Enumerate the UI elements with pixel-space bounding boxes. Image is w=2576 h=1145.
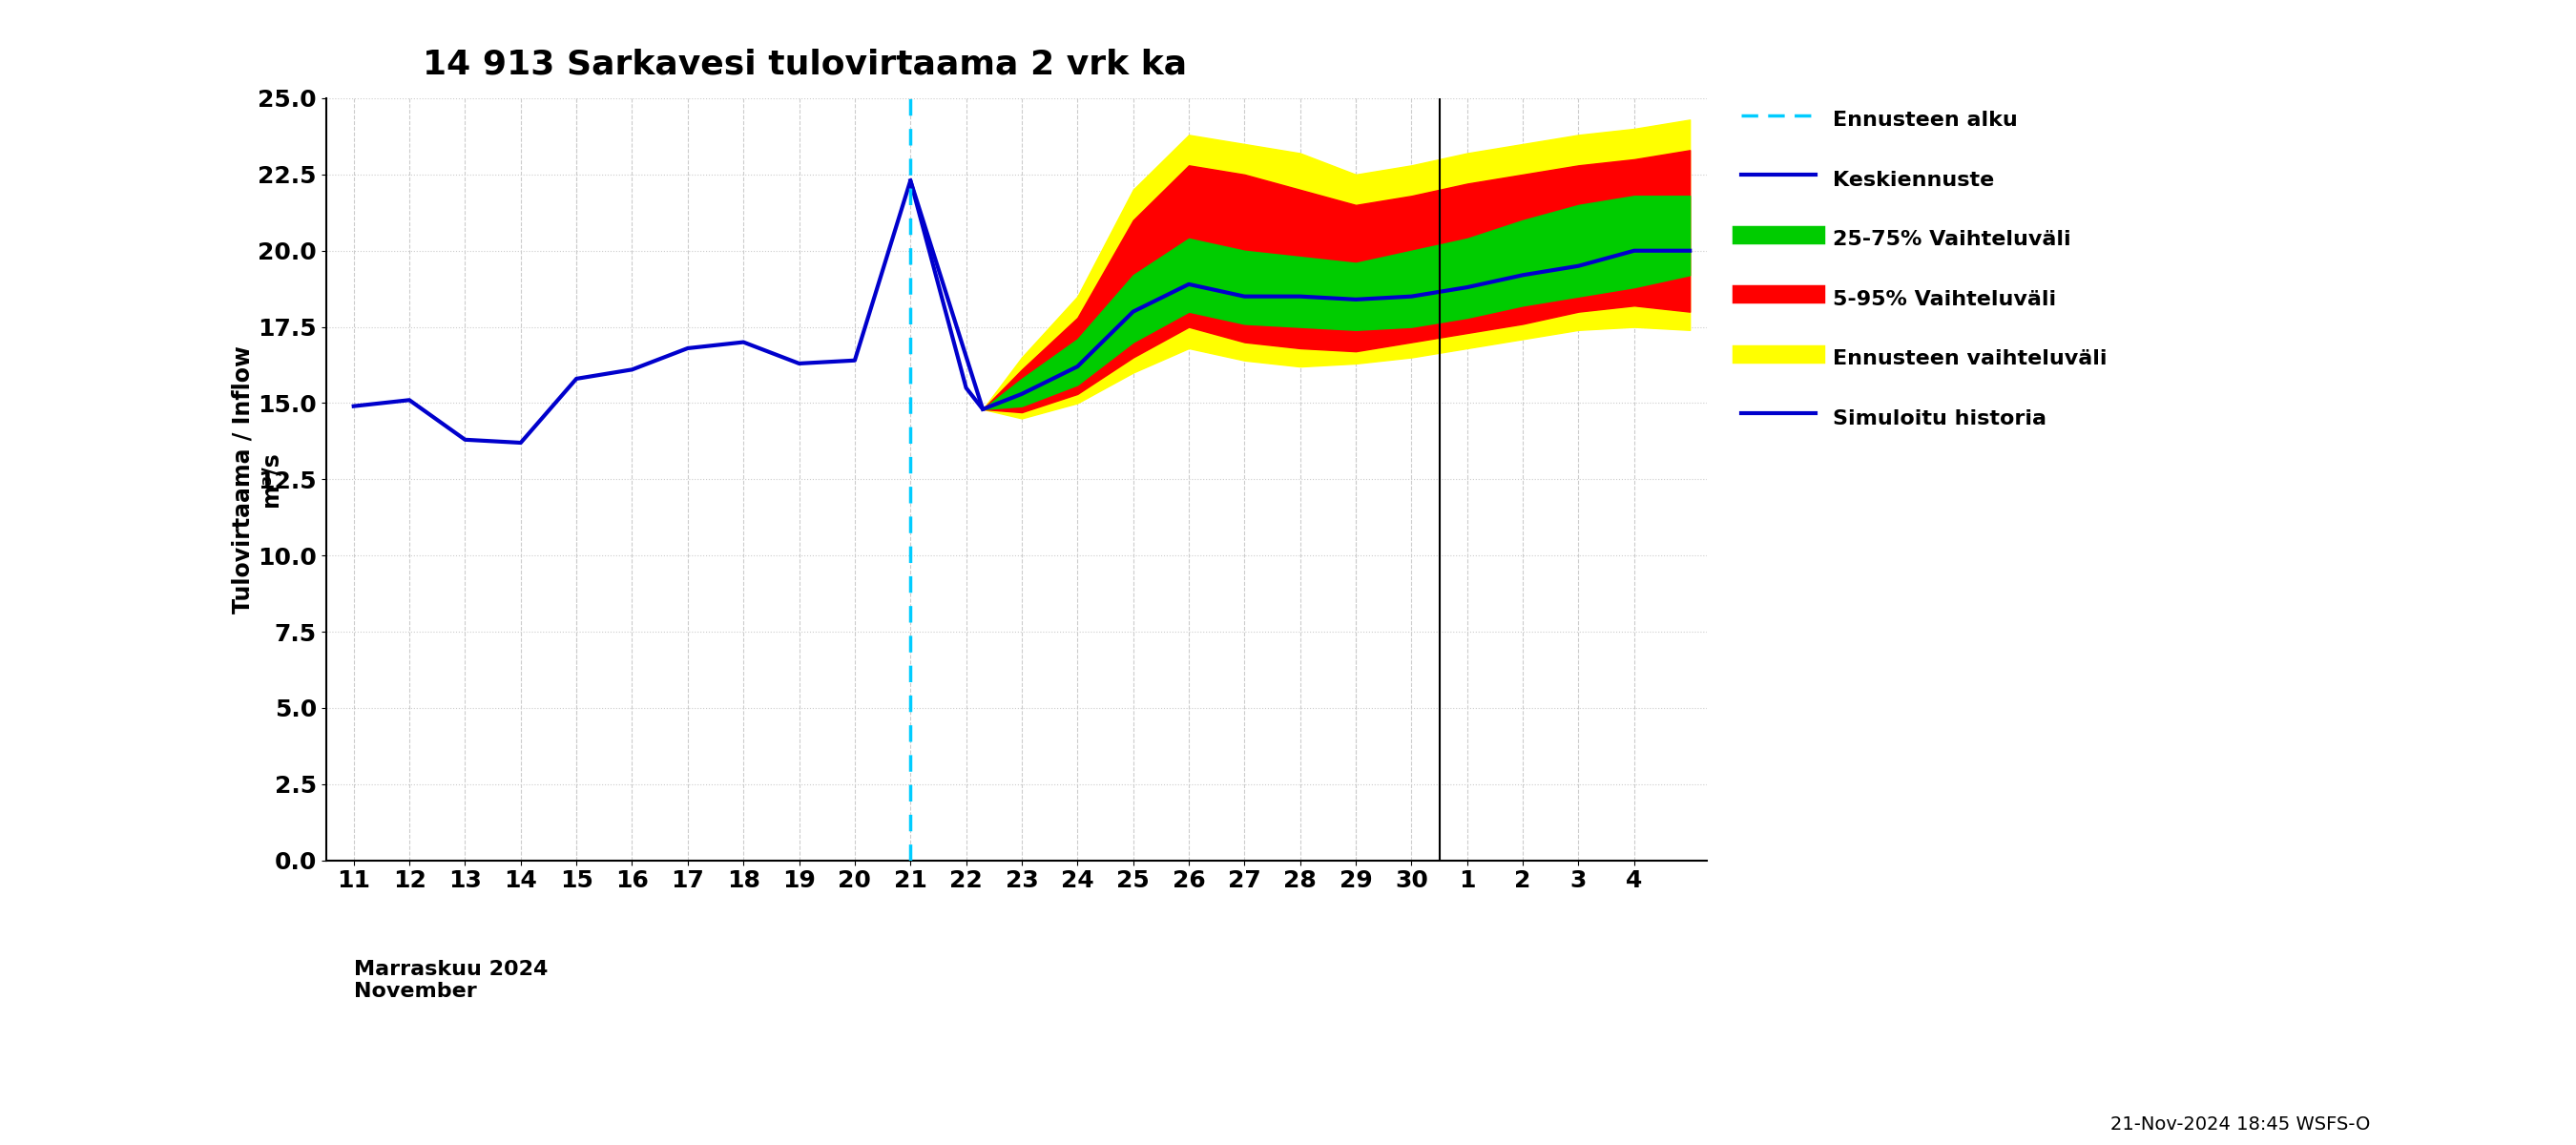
Text: m³/s: m³/s <box>260 452 283 507</box>
Text: Marraskuu 2024
November: Marraskuu 2024 November <box>353 960 549 1001</box>
Text: 21-Nov-2024 18:45 WSFS-O: 21-Nov-2024 18:45 WSFS-O <box>2110 1115 2370 1134</box>
Legend: Ennusteen alku, Keskiennuste, 25-75% Vaihteluväli, 5-95% Vaihteluväli, Ennusteen: Ennusteen alku, Keskiennuste, 25-75% Vai… <box>1731 94 2117 443</box>
Text: Tulovirtaama / Inflow: Tulovirtaama / Inflow <box>232 346 255 614</box>
Text: 14 913 Sarkavesi tulovirtaama 2 vrk ka: 14 913 Sarkavesi tulovirtaama 2 vrk ka <box>422 48 1188 81</box>
